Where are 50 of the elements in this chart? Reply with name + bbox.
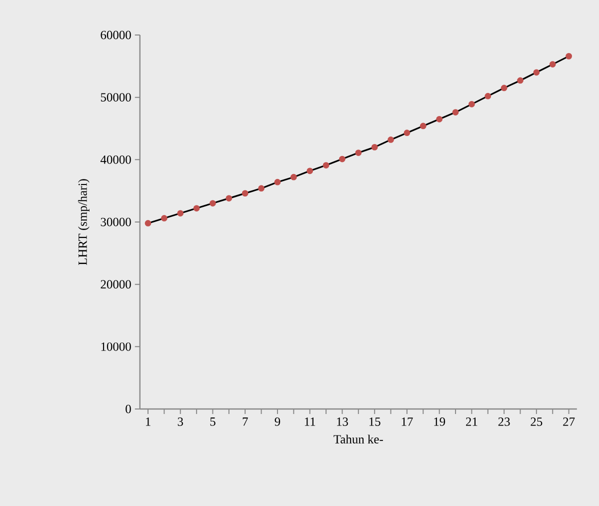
y-tick-label: 30000	[100, 218, 131, 226]
point	[274, 178, 281, 186]
point	[468, 100, 475, 108]
x-tick-label: 21	[466, 418, 478, 426]
point	[339, 156, 346, 162]
y-tick-label: 60000	[100, 30, 131, 40]
point	[549, 61, 556, 68]
point	[177, 210, 184, 216]
point	[436, 116, 443, 122]
x-tick-label: 13	[337, 418, 348, 426]
x-tick-label: 23	[498, 418, 510, 426]
x-tick-label: 27	[563, 418, 575, 426]
point	[306, 168, 314, 174]
point	[193, 205, 200, 212]
point	[500, 84, 508, 92]
x-tick-label: 17	[402, 418, 413, 426]
point	[484, 92, 492, 100]
x-axis-title: Tahun ke-	[334, 434, 383, 444]
y-tick-label: 50000	[100, 93, 131, 102]
point	[517, 77, 524, 84]
point	[290, 174, 297, 180]
point	[533, 69, 540, 76]
point	[242, 190, 248, 197]
point	[161, 215, 168, 222]
point	[566, 52, 572, 60]
x-tick-label: 9	[274, 418, 280, 426]
y-axis-title: LHRT (smp/hari)	[78, 179, 90, 266]
point	[144, 220, 152, 226]
point	[258, 185, 264, 192]
point	[371, 144, 378, 150]
y-tick-label: 10000	[101, 342, 131, 351]
point	[420, 122, 426, 130]
x-tick-label: 1	[146, 418, 150, 426]
x-tick-label: 11	[304, 418, 316, 426]
point	[404, 130, 410, 136]
x-tick-label: 15	[369, 418, 380, 426]
point	[226, 195, 232, 202]
y-tick-label: 20000	[100, 280, 131, 289]
x-tick-label: 3	[178, 418, 183, 426]
y-tick-label: 40000	[100, 155, 131, 164]
x-tick-label: 25	[530, 418, 542, 426]
x-tick-label: 19	[434, 418, 446, 426]
x-tick-label: 7	[242, 418, 248, 426]
x-tick-label: 5	[210, 418, 216, 426]
point	[210, 200, 216, 206]
point	[388, 136, 394, 143]
point	[452, 109, 459, 116]
point	[355, 150, 362, 156]
point	[322, 162, 330, 168]
y-tick-label: 0	[126, 404, 131, 414]
